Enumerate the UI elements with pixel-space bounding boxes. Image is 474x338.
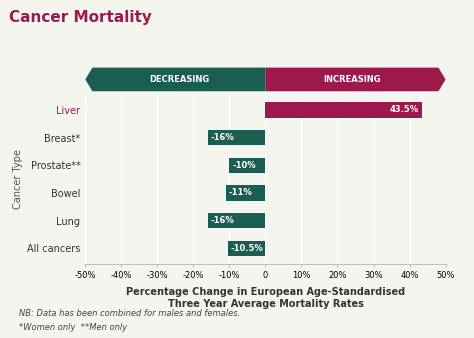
Bar: [208, 213, 265, 228]
Y-axis label: Cancer Type: Cancer Type: [13, 149, 23, 209]
Text: -16%: -16%: [210, 216, 235, 225]
Text: 43.5%: 43.5%: [390, 105, 419, 115]
Bar: [226, 185, 265, 200]
Bar: [265, 102, 422, 118]
Text: -11%: -11%: [228, 189, 253, 197]
Bar: [228, 241, 265, 256]
Bar: [208, 130, 265, 145]
Text: DECREASING: DECREASING: [149, 75, 209, 84]
X-axis label: Percentage Change in European Age-Standardised
Three Year Average Mortality Rate: Percentage Change in European Age-Standa…: [126, 287, 405, 309]
Text: -16%: -16%: [210, 133, 235, 142]
Bar: [229, 158, 265, 173]
Text: -10.5%: -10.5%: [230, 244, 263, 253]
Text: INCREASING: INCREASING: [323, 75, 381, 84]
Text: *Women only  **Men only: *Women only **Men only: [19, 323, 127, 332]
Text: NB: Data has been combined for males and females.: NB: Data has been combined for males and…: [19, 309, 240, 318]
Text: Cancer Mortality: Cancer Mortality: [9, 10, 152, 25]
Text: -10%: -10%: [232, 161, 256, 170]
